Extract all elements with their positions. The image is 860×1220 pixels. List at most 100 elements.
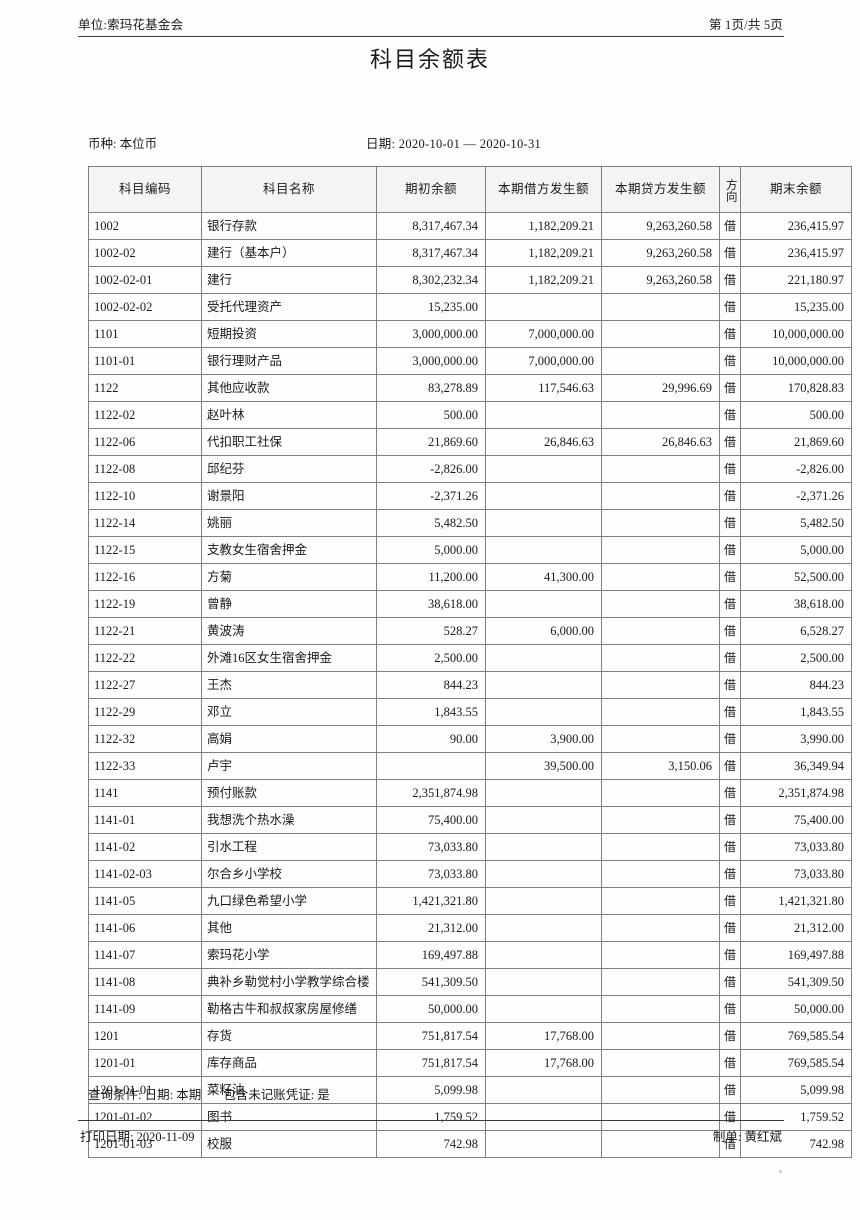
account-balance-table: 科目编码 科目名称 期初余额 本期借方发生额 本期贷方发生额 方向 期末余额 1…: [88, 166, 852, 1158]
cell-account-name: 外滩16区女生宿舍押金: [201, 644, 377, 672]
cell-period-credit: [601, 968, 720, 996]
cell-ending-balance: 236,415.97: [740, 239, 852, 267]
table-row: 1141-02-03 尔合乡小学校 73,033.80 借 73,033.80: [88, 860, 852, 888]
cell-period-debit: 117,546.63: [485, 374, 602, 402]
cell-beginning-balance: 528.27: [376, 617, 486, 645]
cell-period-credit: 9,263,260.58: [601, 212, 720, 240]
cell-account-code: 1141: [88, 779, 202, 807]
table-row: 1002-02-02 受托代理资产 15,235.00 借 15,235.00: [88, 293, 852, 321]
cell-beginning-balance: 1,421,321.80: [376, 887, 486, 915]
cell-account-name: 高娟: [201, 725, 377, 753]
page-header: 单位:索玛花基金会 第 1页/共 5页: [78, 14, 783, 33]
cell-account-name: 卢宇: [201, 752, 377, 780]
cell-period-debit: 26,846.63: [485, 428, 602, 456]
cell-ending-balance: 38,618.00: [740, 590, 852, 618]
cell-period-debit: [485, 833, 602, 861]
cell-period-debit: [485, 941, 602, 969]
cell-period-credit: [601, 671, 720, 699]
cell-beginning-balance: 3,000,000.00: [376, 347, 486, 375]
cell-ending-balance: 5,099.98: [740, 1076, 852, 1104]
cell-account-name: 受托代理资产: [201, 293, 377, 321]
cell-direction: 借: [719, 644, 741, 672]
cell-account-name: 勒格古牛和叔叔家房屋修缮: [201, 995, 377, 1023]
cell-account-name: 索玛花小学: [201, 941, 377, 969]
table-row: 1141-09 勒格古牛和叔叔家房屋修缮 50,000.00 借 50,000.00: [88, 995, 852, 1023]
table-row: 1122-29 邓立 1,843.55 借 1,843.55: [88, 698, 852, 726]
column-header-beginning-balance: 期初余额: [376, 166, 486, 213]
cell-period-debit: [485, 293, 602, 321]
cell-account-name: 建行: [201, 266, 377, 294]
cell-direction: 借: [719, 617, 741, 645]
cell-period-debit: [485, 590, 602, 618]
table-header-row: 科目编码 科目名称 期初余额 本期借方发生额 本期贷方发生额 方向 期末余额: [88, 166, 852, 213]
cell-direction: 借: [719, 1130, 741, 1158]
table-row: 1141 预付账款 2,351,874.98 借 2,351,874.98: [88, 779, 852, 807]
cell-ending-balance: 2,500.00: [740, 644, 852, 672]
cell-period-credit: [601, 1076, 720, 1104]
page-title: 科目余额表: [369, 47, 490, 72]
cell-direction: 借: [719, 806, 741, 834]
table-row: 1122-08 邱纪芬 -2,826.00 借 -2,826.00: [88, 455, 852, 483]
table-row: 1122-21 黄波涛 528.27 6,000.00 借 6,528.27: [88, 617, 852, 645]
cell-ending-balance: -2,371.26: [740, 482, 852, 510]
cell-ending-balance: 500.00: [740, 401, 852, 429]
date-range-label: 日期: 2020-10-01 — 2020-10-31: [366, 137, 542, 151]
cell-period-debit: [485, 401, 602, 429]
cell-account-code: 1141-07: [88, 941, 202, 969]
cell-ending-balance: 1,759.52: [740, 1103, 852, 1131]
cell-direction: 借: [719, 968, 741, 996]
cell-direction: 借: [719, 374, 741, 402]
cell-ending-balance: 21,312.00: [740, 914, 852, 942]
cell-account-name: 姚丽: [201, 509, 377, 537]
cell-beginning-balance: 11,200.00: [376, 563, 486, 591]
cell-direction: 借: [719, 725, 741, 753]
cell-direction: 借: [719, 239, 741, 267]
cell-direction: 借: [719, 941, 741, 969]
cell-account-code: 1141-02-03: [88, 860, 202, 888]
cell-period-credit: [601, 833, 720, 861]
cell-ending-balance: 3,990.00: [740, 725, 852, 753]
cell-direction: 借: [719, 995, 741, 1023]
table-row: 1201-01 库存商品 751,817.54 17,768.00 借 769,585.5…: [88, 1049, 852, 1077]
cell-beginning-balance: 83,278.89: [376, 374, 486, 402]
cell-ending-balance: 6,528.27: [740, 617, 852, 645]
cell-account-code: 1122-08: [88, 455, 202, 483]
cell-period-credit: [601, 1130, 720, 1158]
cell-period-credit: [601, 509, 720, 537]
cell-account-name: 存货: [201, 1022, 377, 1050]
cell-period-credit: 29,996.69: [601, 374, 720, 402]
cell-ending-balance: 541,309.50: [740, 968, 852, 996]
table-row: 1122-14 姚丽 5,482.50 借 5,482.50: [88, 509, 852, 537]
cell-direction: 借: [719, 293, 741, 321]
cell-ending-balance: 10,000,000.00: [740, 320, 852, 348]
cell-account-code: 1122-16: [88, 563, 202, 591]
cell-period-debit: 7,000,000.00: [485, 320, 602, 348]
cell-direction: 借: [719, 509, 741, 537]
cell-period-credit: [601, 698, 720, 726]
cell-beginning-balance: 541,309.50: [376, 968, 486, 996]
cell-account-code: 1122-22: [88, 644, 202, 672]
cell-period-credit: [601, 779, 720, 807]
cell-beginning-balance: 15,235.00: [376, 293, 486, 321]
cell-account-code: 1122-15: [88, 536, 202, 564]
table-row: 1122-15 支教女生宿舍押金 5,000.00 借 5,000.00: [88, 536, 852, 564]
cell-period-debit: [485, 860, 602, 888]
cell-ending-balance: 769,585.54: [740, 1049, 852, 1077]
cell-period-debit: [485, 482, 602, 510]
cell-direction: 借: [719, 347, 741, 375]
table-row: 1141-02 引水工程 73,033.80 借 73,033.80: [88, 833, 852, 861]
cell-direction: 借: [719, 320, 741, 348]
cell-beginning-balance: 8,317,467.34: [376, 212, 486, 240]
cell-period-debit: [485, 995, 602, 1023]
cell-period-credit: [601, 536, 720, 564]
cell-period-debit: [485, 1130, 602, 1158]
cell-period-debit: 1,182,209.21: [485, 239, 602, 267]
cell-ending-balance: 1,421,321.80: [740, 887, 852, 915]
cell-period-credit: [601, 995, 720, 1023]
cell-ending-balance: -2,826.00: [740, 455, 852, 483]
cell-beginning-balance: 73,033.80: [376, 833, 486, 861]
cell-beginning-balance: 169,497.88: [376, 941, 486, 969]
cell-period-credit: [601, 914, 720, 942]
cell-period-credit: [601, 725, 720, 753]
